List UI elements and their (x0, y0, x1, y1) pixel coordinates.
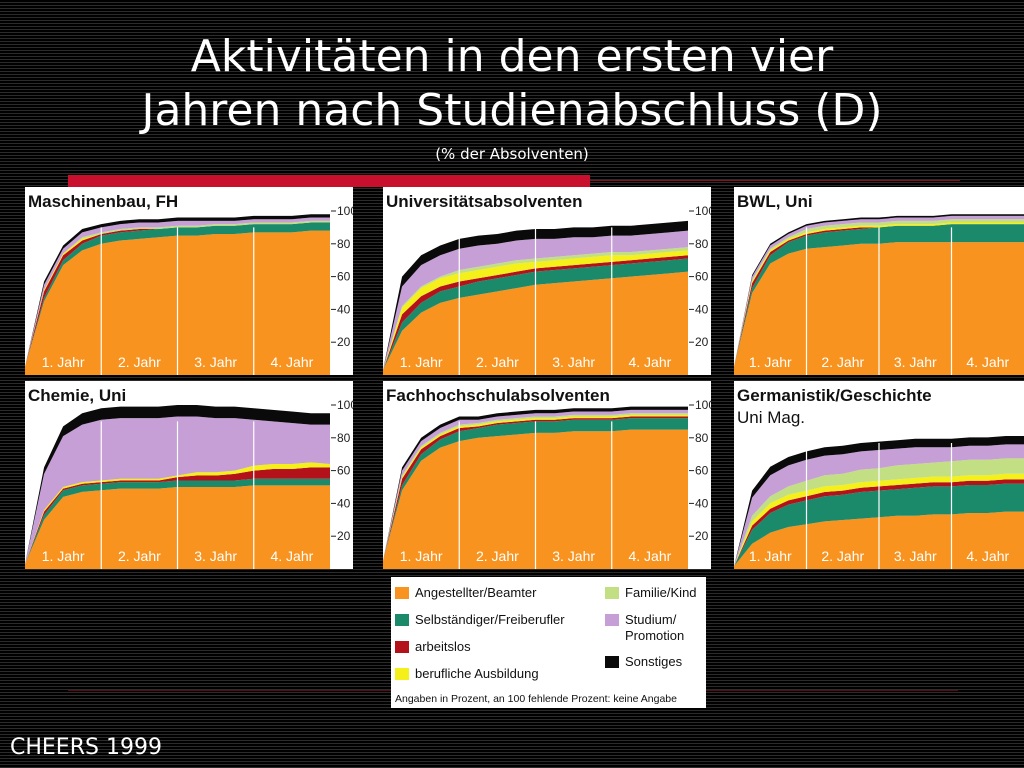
x-tick-label: 1. Jahr (42, 354, 85, 370)
chart-universitaetsabsolventen: Universitätsabsolventen 20 40 60 80 100 1. Jah… (383, 187, 711, 375)
x-tick-label: 1. Jahr (400, 548, 443, 564)
x-tick-label: 4. Jahr (270, 548, 313, 564)
panel-subtitle: , Uni (776, 192, 813, 211)
y-tick-label: 60 (337, 270, 351, 284)
x-tick-label: 4. Jahr (270, 354, 313, 370)
panel-subtitle: , FH (146, 192, 178, 211)
legend-swatch (605, 656, 619, 668)
legend-item: arbeitslos (395, 639, 471, 654)
legend-item: Familie/Kind (605, 585, 697, 600)
footer-source: CHEERS 1999 (10, 735, 162, 760)
legend-label: Studium/ Promotion (625, 612, 685, 643)
y-tick-label: 80 (695, 431, 709, 445)
x-tick-label: 2. Jahr (476, 354, 519, 370)
legend-note: Angaben in Prozent, an 100 fehlende Proz… (395, 693, 677, 705)
x-tick-label: 3. Jahr (194, 548, 237, 564)
legend-swatch (605, 614, 619, 626)
y-tick-label: 40 (337, 302, 351, 316)
x-tick-label: 1. Jahr (42, 548, 85, 564)
legend-label: berufliche Ausbildung (415, 666, 539, 681)
area-series-sonstiges (25, 405, 330, 565)
legend-swatch (605, 587, 619, 599)
panel-title: BWL, Uni (737, 192, 813, 211)
title-line-2: Jahren nach Studienabschluss (D) (141, 85, 883, 136)
slide-title: Aktivitäten in den ersten vier Jahren na… (0, 30, 1024, 138)
y-tick-label: 20 (695, 335, 709, 349)
legend-label: Sonstiges (625, 654, 683, 669)
y-tick-label: 60 (695, 464, 709, 478)
y-tick-label: 40 (695, 496, 709, 510)
panel-title: Maschinenbau, FH (28, 192, 178, 211)
legend-swatch (395, 587, 409, 599)
y-tick-label: 40 (695, 302, 709, 316)
x-tick-label: 4. Jahr (628, 354, 671, 370)
chart-chemie: Chemie, Uni 20 40 60 80 100 1. Jahr 2. Jahr 3. J… (25, 381, 353, 569)
y-tick-label: 60 (695, 270, 709, 284)
x-tick-label: 4. Jahr (966, 548, 1009, 564)
legend-item: Selbständiger/Freiberufler (395, 612, 565, 627)
chart-maschinenbau: Maschinenbau, FH 20 40 60 80 100 1. Jahr 2. Jah… (25, 187, 353, 375)
y-tick-label: 100 (337, 398, 353, 412)
x-tick-label: 4. Jahr (628, 548, 671, 564)
x-tick-label: 2. Jahr (476, 548, 519, 564)
x-tick-label: 3. Jahr (552, 548, 595, 564)
y-tick-label: 80 (695, 237, 709, 251)
legend-item: Studium/ Promotion (605, 612, 684, 644)
y-tick-label: 100 (695, 398, 711, 412)
panel-title: Chemie, Uni (28, 386, 126, 405)
x-tick-label: 2. Jahr (118, 354, 161, 370)
red-accent-line (590, 180, 960, 181)
panel-subtitle: Uni Mag. (737, 408, 805, 427)
legend-swatch (395, 614, 409, 626)
slide-subtitle: (% der Absolventen) (435, 145, 589, 163)
y-tick-label: 40 (337, 496, 351, 510)
x-tick-label: 1. Jahr (400, 354, 443, 370)
y-tick-label: 20 (337, 529, 351, 543)
chart-legend: Angestellter/Beamter Selbständiger/Freib… (391, 577, 706, 708)
x-tick-label: 3. Jahr (894, 354, 937, 370)
x-tick-label: 2. Jahr (821, 548, 864, 564)
legend-label: Selbständiger/Freiberufler (415, 612, 565, 627)
x-tick-label: 2. Jahr (118, 548, 161, 564)
legend-item: Angestellter/Beamter (395, 585, 536, 600)
red-accent-bar (68, 175, 590, 187)
chart-fachhochschulabsolventen: Fachhochschulabsolventen 20 40 60 80 100 1. Ja… (383, 381, 711, 569)
area-series-arbeitslos (25, 467, 330, 565)
x-tick-label: 1. Jahr (749, 548, 792, 564)
legend-swatch (395, 641, 409, 653)
y-tick-label: 60 (337, 464, 351, 478)
y-tick-label: 100 (337, 204, 353, 218)
x-tick-label: 3. Jahr (894, 548, 937, 564)
panel-title: Germanistik/Geschichte (737, 386, 932, 405)
legend-swatch (395, 668, 409, 680)
legend-label: Angestellter/Beamter (415, 585, 537, 600)
panel-subtitle: , Uni (89, 386, 126, 405)
legend-item: Sonstiges (605, 654, 682, 669)
legend-item: berufliche Ausbildung (395, 666, 539, 681)
panel-title: Fachhochschulabsolventen (386, 386, 610, 405)
x-tick-label: 1. Jahr (749, 354, 792, 370)
x-tick-label: 2. Jahr (821, 354, 864, 370)
chart-bwl: BWL, Uni 1. Jahr 2. Jahr 3. Jahr 4. Jahr (734, 187, 1024, 375)
y-tick-label: 100 (695, 204, 711, 218)
legend-label: arbeitslos (415, 639, 471, 654)
legend-label: Familie/Kind (625, 585, 697, 600)
x-tick-label: 3. Jahr (194, 354, 237, 370)
chart-germanistik-geschichte: Germanistik/Geschichte Uni Mag. 1. Jahr 2. … (734, 381, 1024, 569)
area-series-selbständiger-freiberufler (734, 224, 1024, 367)
panel-title: Universitätsabsolventen (386, 192, 583, 211)
y-tick-label: 20 (337, 335, 351, 349)
y-tick-label: 80 (337, 431, 351, 445)
y-tick-label: 20 (695, 529, 709, 543)
title-line-1: Aktivitäten in den ersten vier (190, 31, 834, 82)
x-tick-label: 3. Jahr (552, 354, 595, 370)
y-tick-label: 80 (337, 237, 351, 251)
x-tick-label: 4. Jahr (966, 354, 1009, 370)
